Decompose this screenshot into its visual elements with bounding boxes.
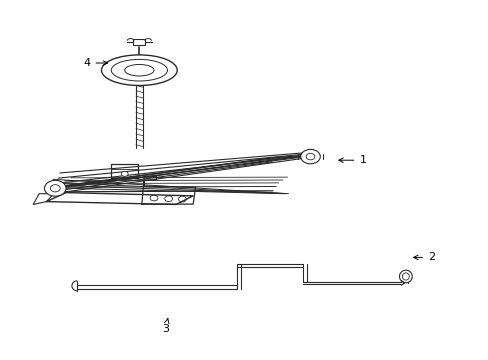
Text: 4: 4 bbox=[83, 58, 107, 68]
Ellipse shape bbox=[124, 64, 154, 76]
Ellipse shape bbox=[102, 55, 177, 86]
Circle shape bbox=[300, 149, 320, 164]
Circle shape bbox=[305, 153, 314, 160]
Text: 2: 2 bbox=[413, 252, 434, 262]
Text: 1: 1 bbox=[338, 155, 366, 165]
Ellipse shape bbox=[111, 59, 167, 81]
Circle shape bbox=[44, 180, 66, 196]
Circle shape bbox=[121, 171, 128, 176]
Text: 3: 3 bbox=[162, 319, 168, 334]
